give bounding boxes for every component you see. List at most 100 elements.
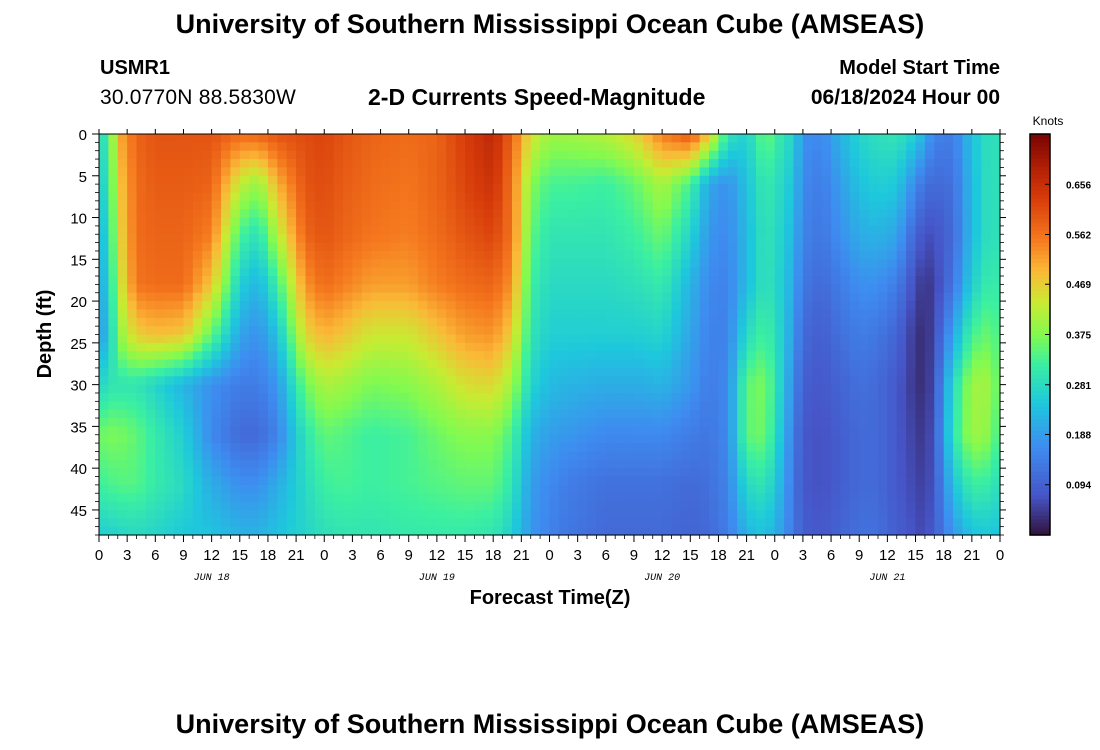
heatmap-cell: [793, 351, 804, 361]
heatmap-cell: [662, 192, 673, 202]
heatmap-cell: [709, 526, 720, 536]
heatmap-cell: [389, 292, 400, 302]
heatmap-cell: [690, 276, 701, 285]
heatmap-cell: [343, 276, 354, 285]
heatmap-cell: [145, 234, 156, 244]
heatmap-cell: [211, 342, 222, 352]
heatmap-cell: [962, 225, 973, 235]
heatmap-cell: [202, 451, 213, 461]
heatmap-cell: [746, 150, 757, 160]
colorbar-segment: [1030, 202, 1050, 207]
heatmap-cell: [474, 493, 485, 503]
heatmap-cell: [343, 334, 354, 344]
heatmap-cell: [812, 468, 823, 478]
heatmap-cell: [821, 209, 832, 219]
heatmap-cell: [577, 443, 588, 453]
heatmap-cell: [324, 418, 335, 427]
heatmap-cell: [831, 367, 842, 377]
heatmap-cell: [418, 250, 429, 260]
heatmap-cell: [371, 301, 382, 311]
heatmap-cell: [408, 401, 419, 411]
heatmap-cell: [887, 518, 898, 528]
heatmap-cell: [108, 217, 119, 227]
heatmap-cell: [605, 167, 616, 177]
heatmap-cell: [493, 225, 504, 235]
heatmap-cell: [399, 334, 410, 344]
heatmap-cell: [174, 150, 185, 160]
heatmap-cell: [455, 159, 466, 169]
heatmap-cell: [540, 217, 551, 227]
heatmap-cell: [202, 367, 213, 377]
heatmap-cell: [643, 443, 654, 453]
heatmap-cell: [662, 284, 673, 294]
heatmap-cell: [127, 392, 138, 402]
heatmap-cell: [831, 376, 842, 386]
heatmap-cell: [896, 376, 907, 386]
heatmap-cell: [840, 359, 851, 369]
heatmap-cell: [859, 326, 870, 336]
heatmap-cell: [314, 301, 325, 311]
heatmap-cell: [849, 334, 860, 344]
heatmap-cell: [164, 242, 175, 252]
heatmap-cell: [371, 518, 382, 528]
heatmap-cell: [221, 284, 231, 294]
heatmap-cell: [493, 392, 504, 402]
heatmap-cell: [192, 225, 203, 235]
heatmap-cell: [352, 284, 363, 294]
heatmap-cell: [277, 242, 288, 252]
heatmap-cell: [267, 284, 278, 294]
heatmap-cell: [108, 250, 119, 260]
heatmap-cell: [793, 426, 804, 436]
heatmap-cell: [258, 459, 269, 469]
heatmap-cell: [784, 384, 795, 394]
heatmap-cell: [662, 434, 673, 444]
heatmap-cell: [399, 276, 410, 285]
heatmap-cell: [174, 426, 185, 436]
heatmap-cell: [408, 217, 419, 227]
heatmap-cell: [849, 225, 860, 235]
heatmap-cell: [174, 493, 185, 503]
heatmap-cell: [915, 175, 926, 185]
heatmap-cell: [549, 259, 560, 269]
heatmap-cell: [906, 209, 917, 219]
heatmap-cell: [408, 518, 419, 528]
heatmap-cell: [343, 501, 354, 511]
heatmap-cell: [859, 426, 870, 436]
heatmap-cell: [793, 367, 804, 377]
x-tick-label: 9: [179, 547, 187, 564]
heatmap-cell: [399, 434, 410, 444]
heatmap-cell: [887, 242, 898, 252]
heatmap-cell: [784, 451, 795, 461]
heatmap-cell: [737, 334, 748, 344]
heatmap-cell: [155, 443, 166, 453]
heatmap-cell: [737, 234, 748, 244]
heatmap-cell: [267, 451, 278, 461]
heatmap-cell: [709, 234, 720, 244]
heatmap-cell: [314, 242, 325, 252]
heatmap-cell: [859, 443, 870, 453]
heatmap-cell: [605, 367, 616, 377]
heatmap-cell: [671, 384, 682, 394]
heatmap-cell: [558, 292, 569, 302]
heatmap-cell: [934, 384, 945, 394]
heatmap-cell: [352, 326, 363, 336]
heatmap-cell: [896, 209, 907, 219]
heatmap-cell: [380, 401, 391, 411]
heatmap-cell: [812, 209, 823, 219]
heatmap-cell: [605, 509, 616, 519]
heatmap-cell: [174, 392, 185, 402]
x-tick-label: 9: [855, 547, 863, 564]
heatmap-cell: [99, 276, 109, 285]
heatmap-cell: [981, 459, 992, 469]
heatmap-cell: [286, 443, 297, 453]
heatmap-cell: [249, 250, 260, 260]
heatmap-cell: [605, 384, 616, 394]
heatmap-cell: [943, 501, 954, 511]
heatmap-cell: [352, 434, 363, 444]
colorbar-segment: [1030, 358, 1050, 364]
heatmap-cell: [155, 175, 166, 185]
heatmap-cell: [924, 134, 935, 143]
heatmap-cell: [474, 242, 485, 252]
heatmap-cell: [408, 509, 419, 519]
heatmap-cell: [418, 526, 429, 536]
